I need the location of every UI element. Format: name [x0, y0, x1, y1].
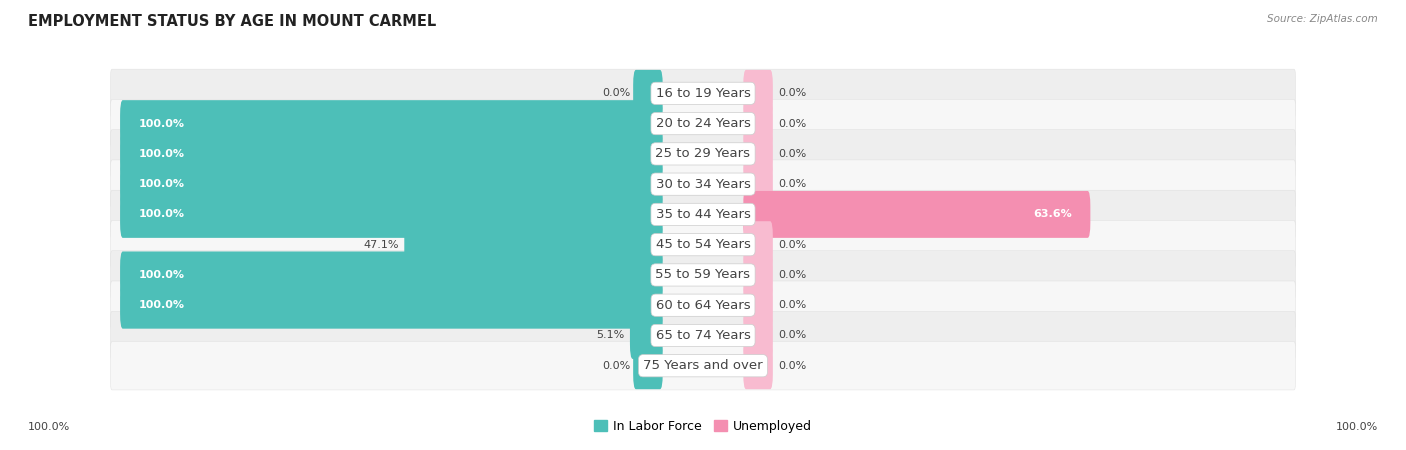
Text: 5.1%: 5.1% [596, 330, 624, 341]
Text: 16 to 19 Years: 16 to 19 Years [655, 87, 751, 100]
Text: 100.0%: 100.0% [139, 270, 184, 280]
FancyBboxPatch shape [120, 252, 662, 298]
FancyBboxPatch shape [744, 70, 773, 117]
Text: 0.0%: 0.0% [778, 149, 807, 159]
Text: 20 to 24 Years: 20 to 24 Years [655, 117, 751, 130]
Text: 45 to 54 Years: 45 to 54 Years [655, 238, 751, 251]
FancyBboxPatch shape [744, 282, 773, 328]
FancyBboxPatch shape [120, 161, 662, 207]
FancyBboxPatch shape [120, 191, 662, 238]
Text: 0.0%: 0.0% [778, 361, 807, 371]
FancyBboxPatch shape [111, 99, 1295, 148]
Text: 63.6%: 63.6% [1033, 209, 1071, 220]
Text: 100.0%: 100.0% [28, 422, 70, 432]
Text: 0.0%: 0.0% [778, 88, 807, 99]
Text: 0.0%: 0.0% [602, 361, 630, 371]
Text: 100.0%: 100.0% [139, 179, 184, 189]
FancyBboxPatch shape [120, 130, 662, 177]
Text: 30 to 34 Years: 30 to 34 Years [655, 178, 751, 191]
Text: 0.0%: 0.0% [778, 179, 807, 189]
Text: 60 to 64 Years: 60 to 64 Years [655, 299, 751, 312]
FancyBboxPatch shape [111, 220, 1295, 269]
FancyBboxPatch shape [633, 70, 662, 117]
Text: 0.0%: 0.0% [778, 330, 807, 341]
FancyBboxPatch shape [405, 221, 662, 268]
FancyBboxPatch shape [111, 130, 1295, 178]
FancyBboxPatch shape [111, 311, 1295, 360]
Text: 0.0%: 0.0% [778, 119, 807, 129]
FancyBboxPatch shape [111, 69, 1295, 117]
Text: 75 Years and over: 75 Years and over [643, 359, 763, 372]
Text: EMPLOYMENT STATUS BY AGE IN MOUNT CARMEL: EMPLOYMENT STATUS BY AGE IN MOUNT CARMEL [28, 14, 436, 28]
Text: Source: ZipAtlas.com: Source: ZipAtlas.com [1267, 14, 1378, 23]
FancyBboxPatch shape [744, 342, 773, 389]
FancyBboxPatch shape [633, 342, 662, 389]
FancyBboxPatch shape [111, 342, 1295, 390]
Text: 0.0%: 0.0% [778, 240, 807, 250]
Text: 0.0%: 0.0% [778, 270, 807, 280]
Text: 47.1%: 47.1% [363, 240, 399, 250]
Text: 25 to 29 Years: 25 to 29 Years [655, 148, 751, 160]
Legend: In Labor Force, Unemployed: In Labor Force, Unemployed [589, 414, 817, 438]
Text: 100.0%: 100.0% [139, 209, 184, 220]
FancyBboxPatch shape [744, 252, 773, 298]
FancyBboxPatch shape [111, 281, 1295, 329]
Text: 100.0%: 100.0% [139, 119, 184, 129]
Text: 0.0%: 0.0% [778, 300, 807, 310]
Text: 100.0%: 100.0% [139, 300, 184, 310]
FancyBboxPatch shape [120, 100, 662, 147]
Text: 0.0%: 0.0% [602, 88, 630, 99]
FancyBboxPatch shape [744, 191, 1091, 238]
FancyBboxPatch shape [744, 221, 773, 268]
FancyBboxPatch shape [120, 282, 662, 328]
Text: 35 to 44 Years: 35 to 44 Years [655, 208, 751, 221]
Text: 65 to 74 Years: 65 to 74 Years [655, 329, 751, 342]
FancyBboxPatch shape [744, 312, 773, 359]
FancyBboxPatch shape [630, 312, 662, 359]
Text: 55 to 59 Years: 55 to 59 Years [655, 269, 751, 281]
FancyBboxPatch shape [744, 100, 773, 147]
FancyBboxPatch shape [744, 161, 773, 207]
FancyBboxPatch shape [111, 251, 1295, 299]
Text: 100.0%: 100.0% [1336, 422, 1378, 432]
Text: 100.0%: 100.0% [139, 149, 184, 159]
FancyBboxPatch shape [744, 130, 773, 177]
FancyBboxPatch shape [111, 190, 1295, 238]
FancyBboxPatch shape [111, 160, 1295, 208]
